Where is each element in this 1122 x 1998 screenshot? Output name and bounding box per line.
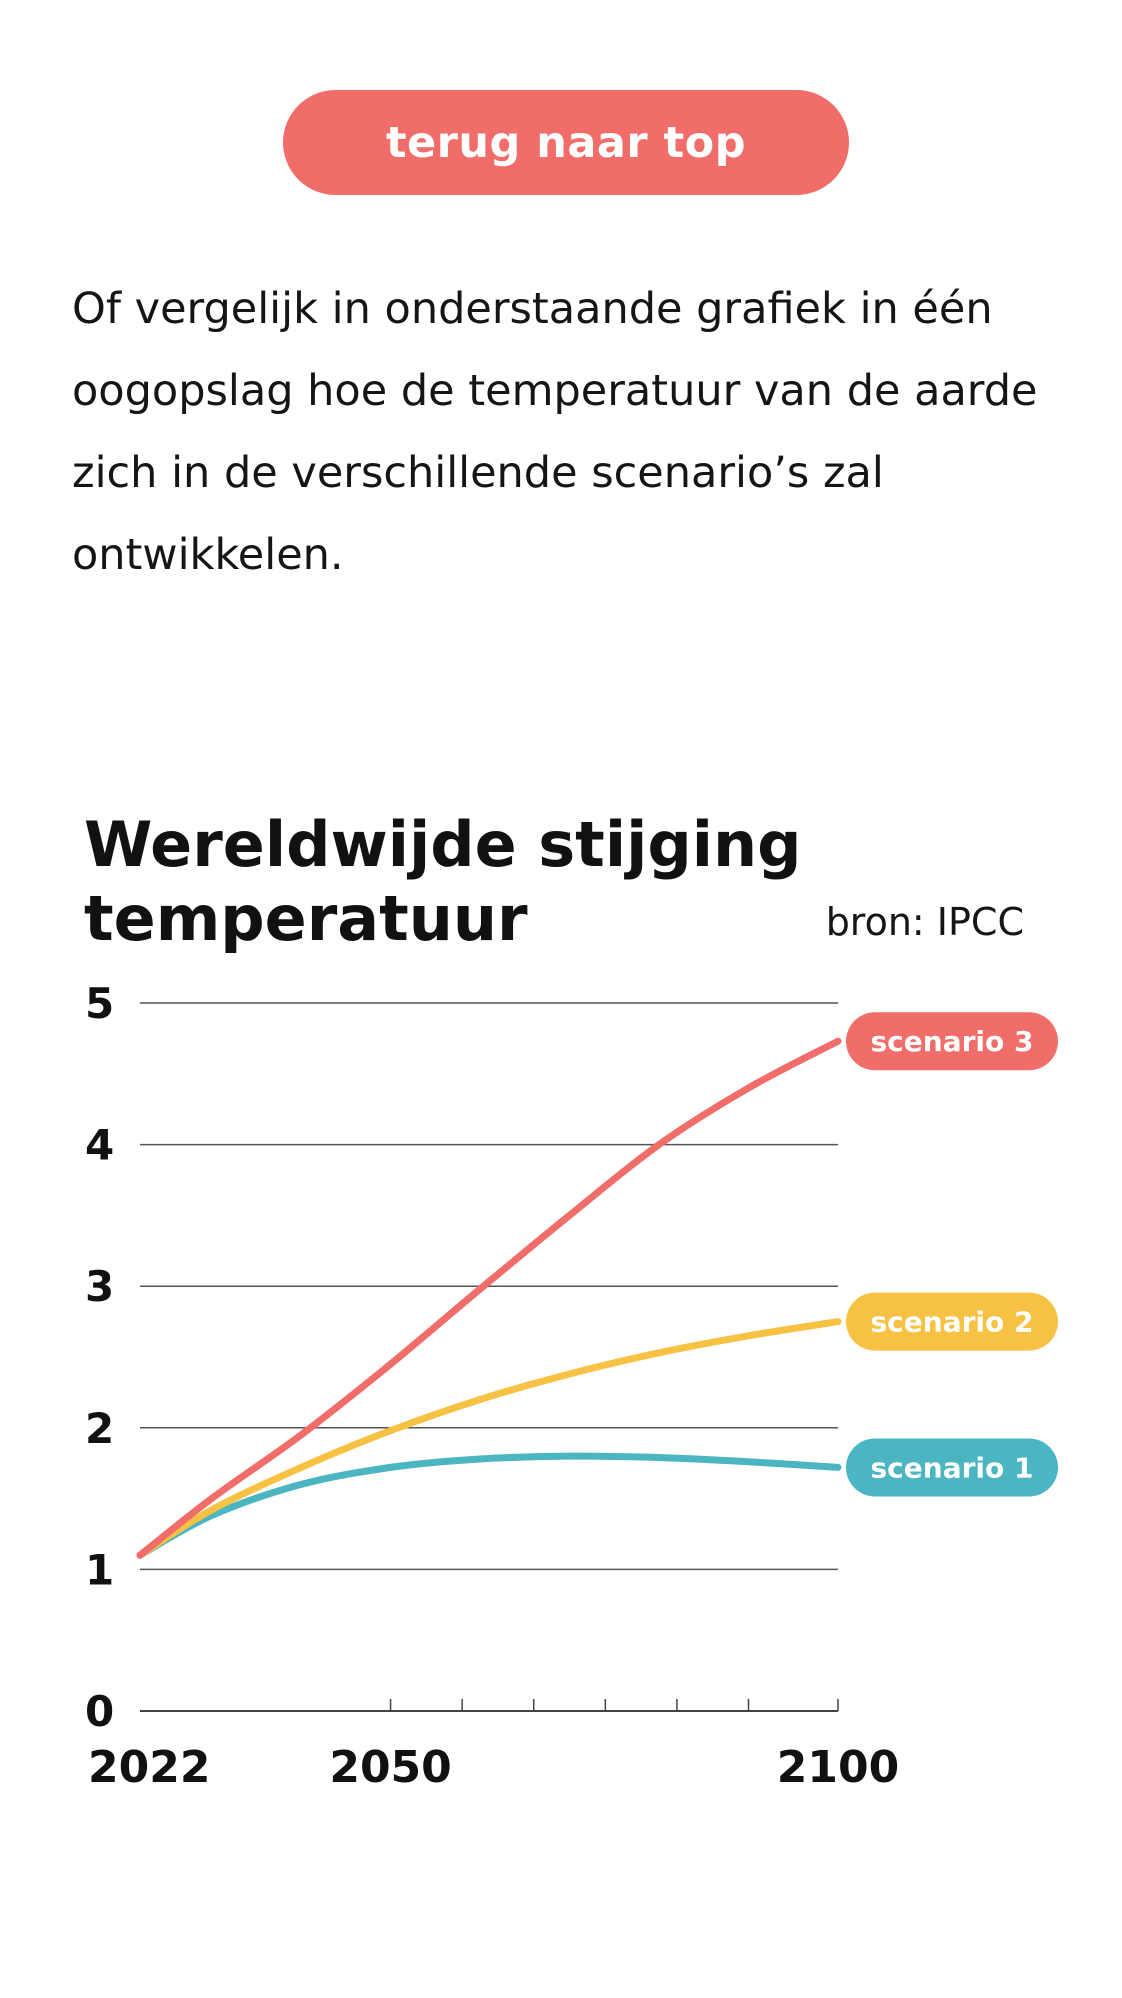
y-tick-label-0: 0 [85,1687,114,1736]
series-label-scenario-3: scenario 3 [871,1025,1034,1058]
x-tick-label-2050: 2050 [329,1742,451,1793]
y-tick-label-5: 5 [85,979,114,1028]
y-tick-label-3: 3 [85,1262,114,1311]
y-tick-label-2: 2 [85,1404,114,1453]
series-label-scenario-1: scenario 1 [871,1451,1034,1484]
x-tick-label-2022: 2022 [88,1742,210,1793]
series-line-scenario-3 [136,1037,842,1559]
series-line-scenario-2 [136,1318,842,1559]
intro-paragraph: Of vergelijk in onderstaande grafiek in … [72,284,1038,580]
series-label-scenario-2: scenario 2 [871,1306,1034,1339]
y-tick-label-4: 4 [85,1121,114,1170]
y-tick-label-1: 1 [85,1545,114,1594]
back-to-top-button[interactable]: terug naar top [283,90,849,195]
chart-title: Wereldwijde stijging temperatuur [84,808,802,955]
series-line-scenario-1 [136,1452,842,1559]
chart-source: bron: IPCC [825,900,1024,944]
x-tick-label-2100: 2100 [777,1742,899,1793]
